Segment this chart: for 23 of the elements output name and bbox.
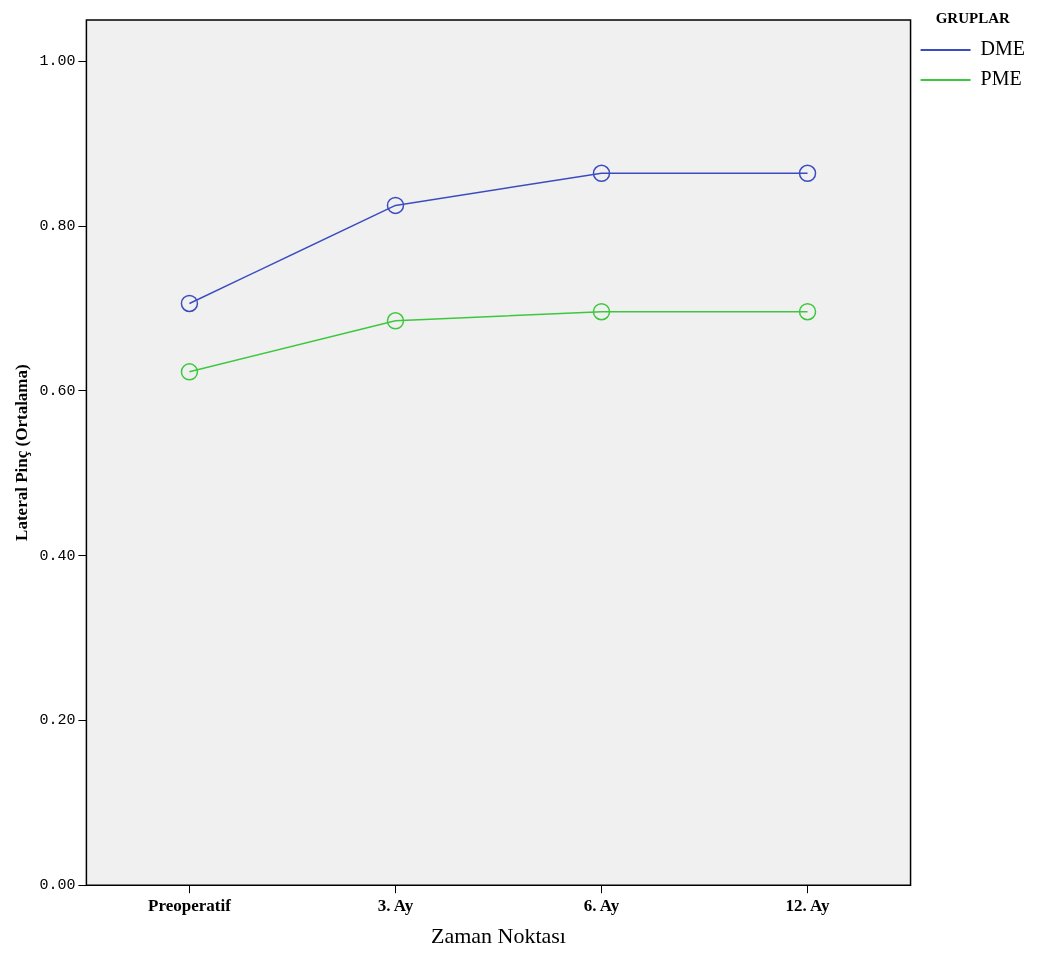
x-tick-label: 6. Ay	[583, 895, 620, 915]
y-tick-label: 0.00	[39, 877, 76, 895]
y-tick-label: 0.40	[39, 547, 76, 565]
point	[798, 302, 817, 321]
y-tick-label: 0.80	[39, 217, 76, 235]
y-axis-title: Lateral Pinç (Ortalama)	[11, 364, 31, 541]
y-tick-label: 0.60	[39, 382, 76, 400]
legend-title: GRUPLAR	[935, 10, 1011, 27]
legend-label: DME	[980, 37, 1026, 60]
point	[592, 302, 611, 321]
point	[592, 164, 611, 183]
x-tick-label: Preoperatif	[148, 895, 232, 915]
legend-label: PME	[980, 67, 1022, 90]
point	[798, 164, 817, 183]
y-tick-label: 0.20	[39, 712, 76, 730]
x-tick-label: 3. Ay	[377, 895, 414, 915]
point	[386, 196, 405, 215]
x-tick-label: 12. Ay	[785, 895, 831, 915]
point	[180, 294, 199, 313]
point	[180, 363, 199, 381]
y-tick-label: 1.00	[39, 53, 76, 71]
x-axis-title: Zaman Noktası	[430, 922, 566, 948]
point	[386, 312, 405, 330]
